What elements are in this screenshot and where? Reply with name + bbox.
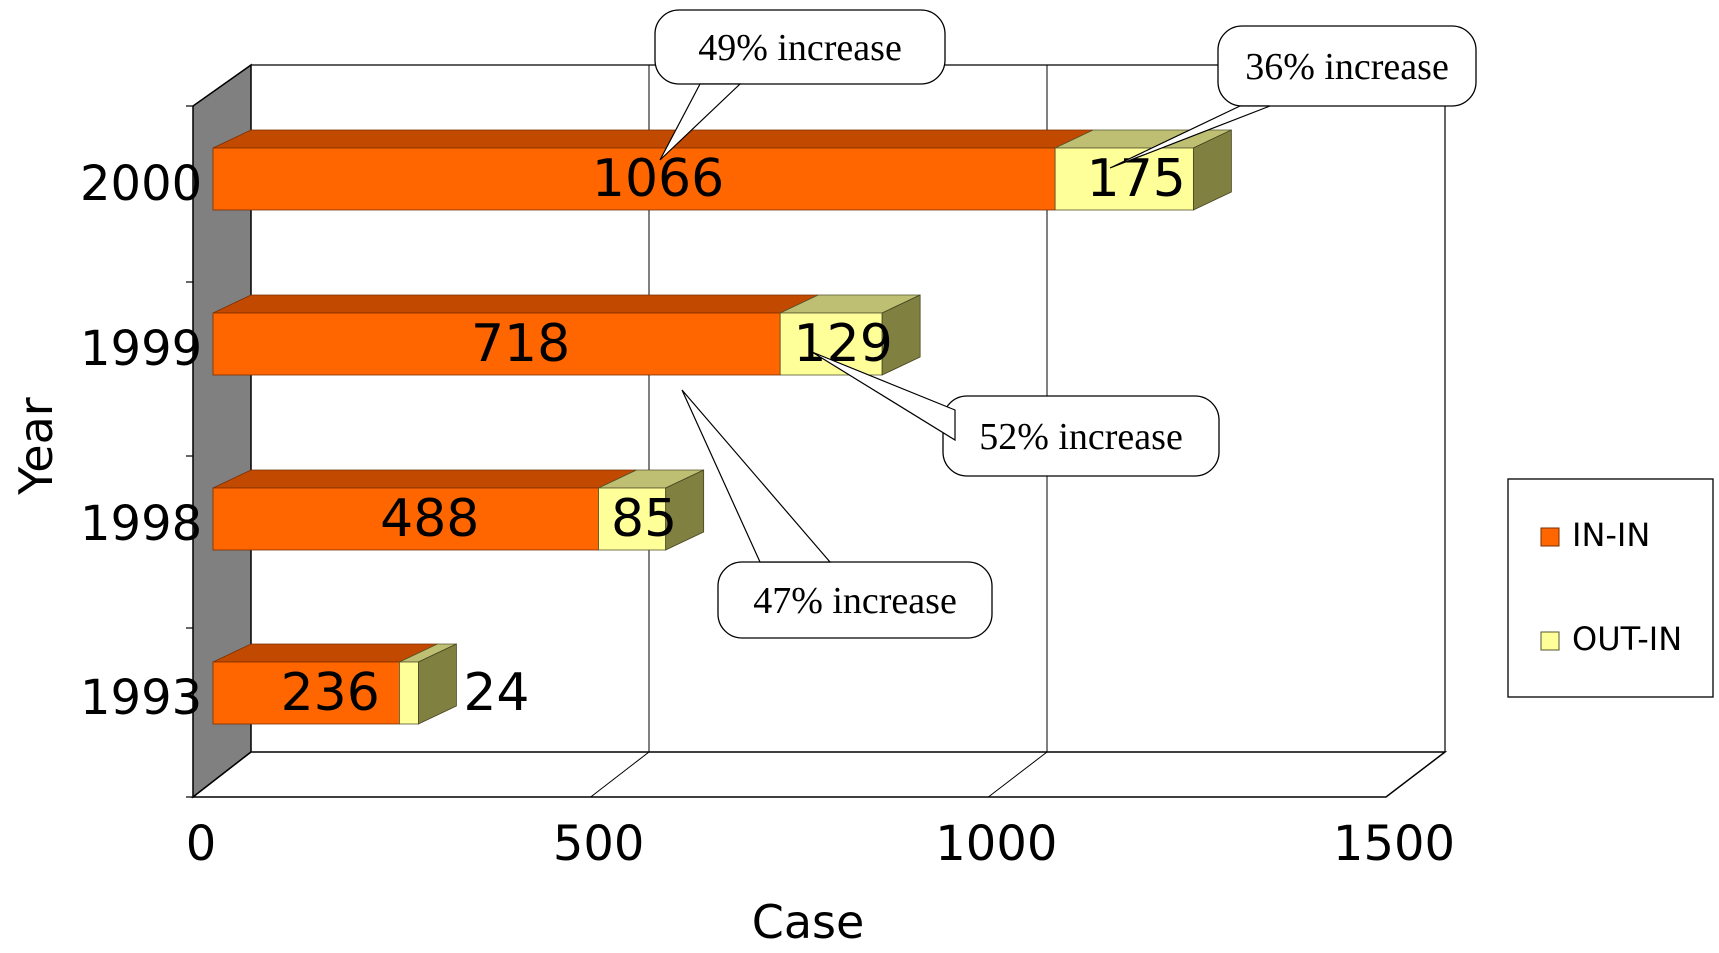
- y-axis-title: Year: [9, 397, 63, 495]
- bar-in-in: [212, 661, 400, 725]
- bar-in-in: [212, 487, 599, 551]
- callout-text: 36% increase: [1245, 46, 1449, 88]
- bars: [212, 129, 1232, 725]
- y-tick-label: 2000: [80, 156, 202, 212]
- bar-out-in-side: [1192, 129, 1232, 211]
- bar-group-1999: [212, 294, 921, 376]
- callout-pointer: [1109, 105, 1271, 169]
- bar-group-2000: [212, 129, 1232, 211]
- floor-gridline: [988, 751, 1048, 798]
- callout-pointer: [659, 83, 742, 161]
- x-tick-label: 1500: [1333, 816, 1455, 872]
- value-label-out-in: 175: [1087, 149, 1186, 209]
- bar-group-1998: [212, 469, 705, 551]
- callout-text: 47% increase: [753, 580, 957, 622]
- floor-gridline: [590, 751, 650, 798]
- bar-in-in: [212, 147, 1056, 211]
- callout-pointer: [811, 351, 956, 442]
- bar-in-in-top: [212, 643, 438, 663]
- callout-box: [1217, 25, 1477, 107]
- y-tick-label: 1998: [80, 496, 202, 552]
- bar-group-1993: [212, 643, 457, 725]
- x-axis-ticks: 0 500 1000 1500: [186, 816, 1455, 872]
- y-axis-ticks: [186, 105, 193, 798]
- bar-out-in: [1054, 147, 1194, 211]
- bar-out-in-side: [417, 643, 457, 725]
- bar-in-in-top: [212, 294, 819, 314]
- bar-out-in-side: [665, 469, 705, 551]
- callout-3: 52% increase: [811, 351, 1220, 477]
- x-tick-label: 0: [186, 816, 217, 872]
- legend-item-1: IN-IN: [1540, 516, 1650, 554]
- legend: IN-IN OUT-IN: [1507, 478, 1714, 698]
- callouts: 49% increase 36% increase 52% increase 47% …: [654, 9, 1477, 639]
- callout-pointer: [681, 389, 832, 563]
- callout-text: 52% increase: [979, 416, 1183, 458]
- callout-2: 36% increase: [1109, 25, 1477, 169]
- value-label-in-in: 1066: [592, 149, 724, 209]
- callout-box: [654, 9, 946, 85]
- bar-out-in: [779, 312, 883, 376]
- floor: [190, 751, 1448, 798]
- callout-1: 49% increase: [654, 9, 946, 161]
- bar-out-in: [598, 487, 667, 551]
- callout-box: [942, 395, 1220, 477]
- bar-in-in-top: [212, 129, 1094, 149]
- y-tick-label: 1993: [80, 670, 202, 726]
- value-label-in-in: 236: [281, 663, 380, 723]
- legend-swatch: [1540, 631, 1560, 651]
- bar-in-in-top: [212, 469, 637, 489]
- legend-label: OUT-IN: [1572, 620, 1682, 658]
- bar-out-in-side: [881, 294, 921, 376]
- callout-text: 49% increase: [698, 27, 902, 69]
- bar-in-in: [212, 312, 781, 376]
- value-label-in-in: 718: [471, 314, 570, 374]
- legend-box: [1507, 478, 1714, 698]
- x-axis-title: Case: [752, 895, 865, 949]
- legend-label: IN-IN: [1572, 516, 1650, 554]
- callout-4: 47% increase: [681, 389, 993, 639]
- y-tick-label: 1999: [80, 321, 202, 377]
- x-tick-label: 500: [553, 816, 645, 872]
- legend-item-2: OUT-IN: [1540, 620, 1682, 658]
- x-tick-label: 1000: [935, 816, 1057, 872]
- value-label-out-in: 24: [463, 663, 529, 723]
- callout-box: [717, 561, 993, 639]
- value-label-in-in: 488: [380, 489, 479, 549]
- legend-swatch: [1540, 527, 1560, 547]
- bar-out-in: [399, 661, 419, 725]
- value-label-out-in: 85: [611, 489, 677, 549]
